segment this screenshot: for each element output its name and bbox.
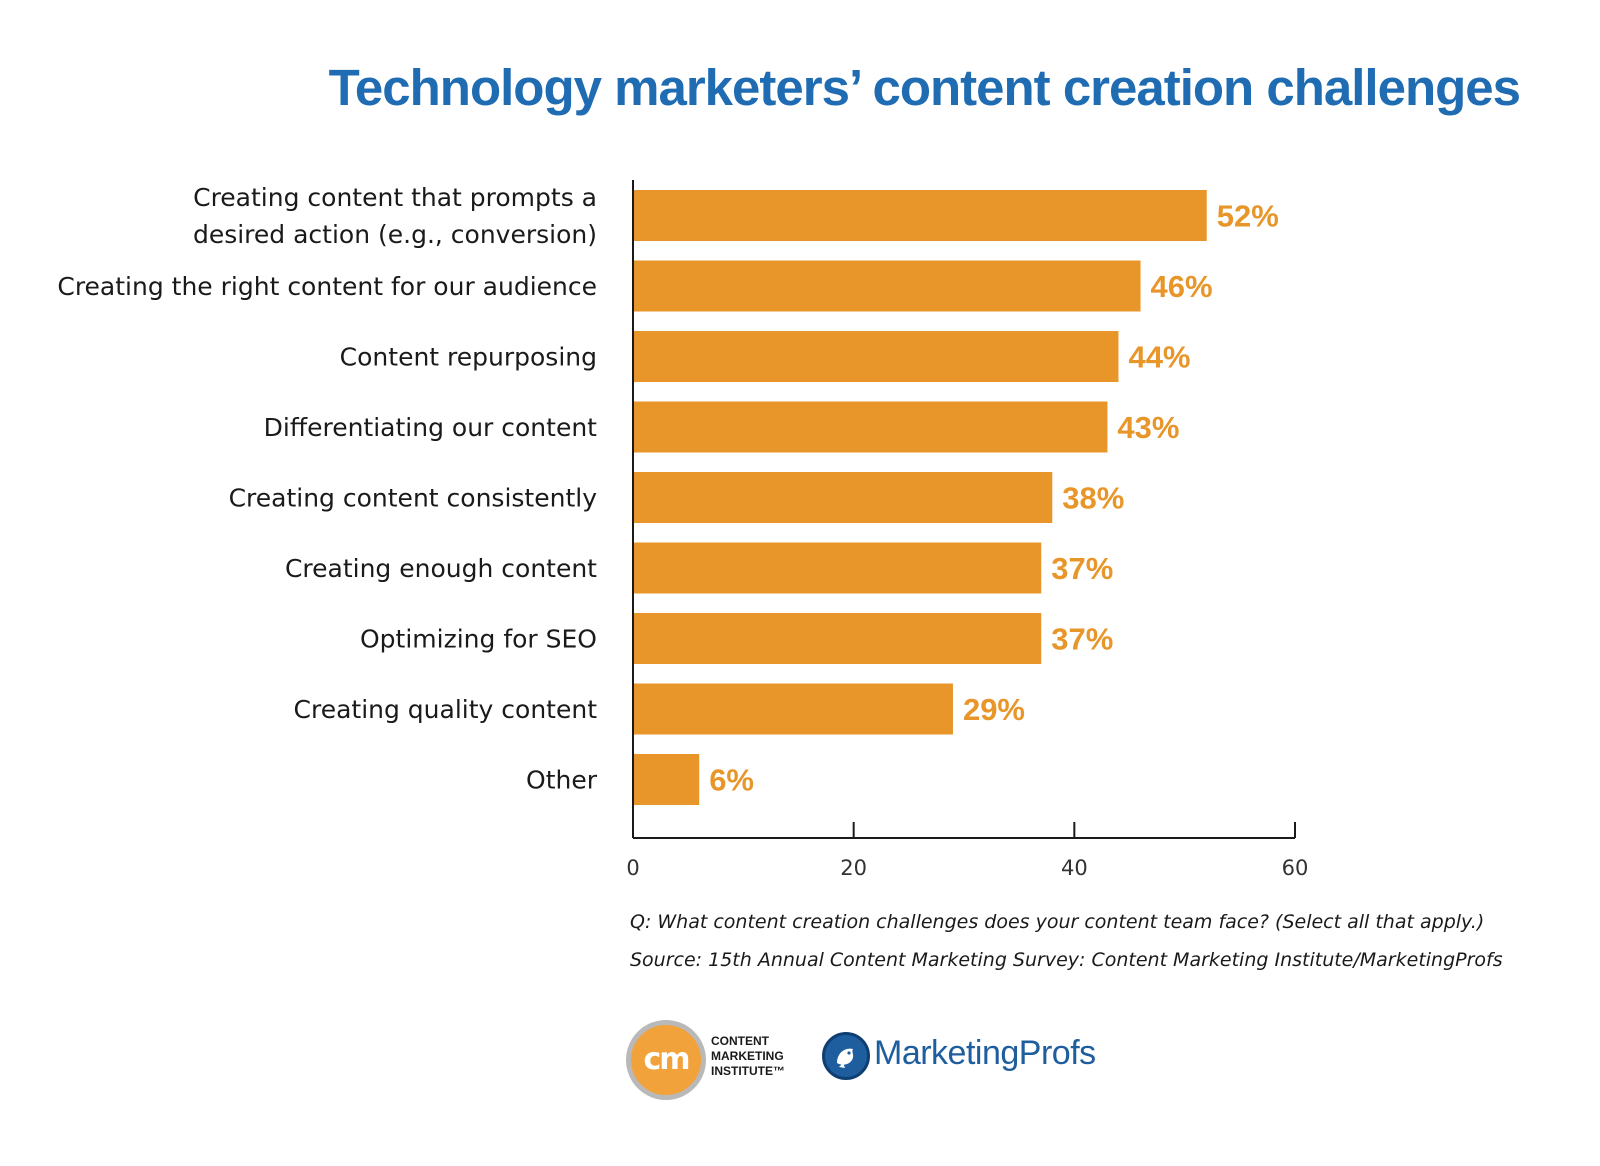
x-tick-label: 0 (626, 856, 639, 880)
marketingprofs-logo-text: MarketingProfs (874, 1034, 1096, 1072)
category-label: Content repurposing (340, 343, 597, 372)
category-label: Creating the right content for our audie… (57, 272, 597, 301)
category-label: Creating quality content (294, 695, 598, 724)
source-note: Source: 15th Annual Content Marketing Su… (630, 949, 1503, 971)
value-label: 38% (1062, 481, 1124, 516)
category-label: Other (526, 766, 598, 795)
category-label: Optimizing for SEO (360, 625, 597, 654)
bar (633, 613, 1042, 664)
category-label: Creating content that prompts a (193, 183, 597, 212)
category-label: Creating content consistently (229, 484, 598, 513)
x-tick-label: 20 (840, 856, 867, 880)
category-labels: Creating content that prompts a desired a… (57, 183, 597, 795)
category-label: desired action (e.g., conversion) (193, 220, 597, 249)
x-axis: 0 20 40 60 (626, 180, 1308, 880)
chart-title: Technology marketers’ content creation c… (328, 59, 1521, 116)
value-label: 37% (1051, 551, 1113, 586)
category-label: Differentiating our content (264, 413, 598, 442)
value-label: 6% (709, 763, 754, 798)
bar (633, 542, 1042, 594)
bar (633, 683, 953, 735)
bar (633, 472, 1053, 523)
value-label: 43% (1117, 410, 1179, 445)
x-tick-label: 40 (1061, 856, 1088, 880)
cmi-logo: cm CONTENT MARKETING INSTITUTE™ (626, 1020, 796, 1100)
bar (633, 754, 700, 805)
value-label: 44% (1128, 340, 1190, 375)
cmi-logo-line: INSTITUTE™ (711, 1064, 785, 1078)
survey-question-note: Q: What content creation challenges does… (630, 911, 1485, 933)
cmi-logo-line: CONTENT (711, 1034, 769, 1048)
bar (633, 401, 1108, 453)
bar (633, 331, 1119, 382)
value-label: 29% (963, 692, 1025, 727)
category-label: Creating enough content (285, 554, 597, 583)
bars-layer (633, 190, 1207, 805)
bar (633, 190, 1207, 241)
bird-logo-icon (822, 1032, 870, 1080)
value-label: 37% (1051, 622, 1113, 657)
value-label: 52% (1217, 199, 1279, 234)
cmi-logo-text: CONTENT MARKETING INSTITUTE™ (711, 1034, 785, 1079)
value-label: 46% (1151, 269, 1213, 304)
bar-chart: Creating content that prompts a desired a… (57, 180, 1308, 880)
x-tick-label: 60 (1282, 856, 1309, 880)
value-labels: 52%46% 44% 43% 38% 37% 37% 29% 6% (709, 199, 1279, 798)
cmi-logo-line: MARKETING (711, 1049, 784, 1063)
bar (633, 260, 1141, 312)
cm-logo-icon: cm (626, 1020, 706, 1100)
